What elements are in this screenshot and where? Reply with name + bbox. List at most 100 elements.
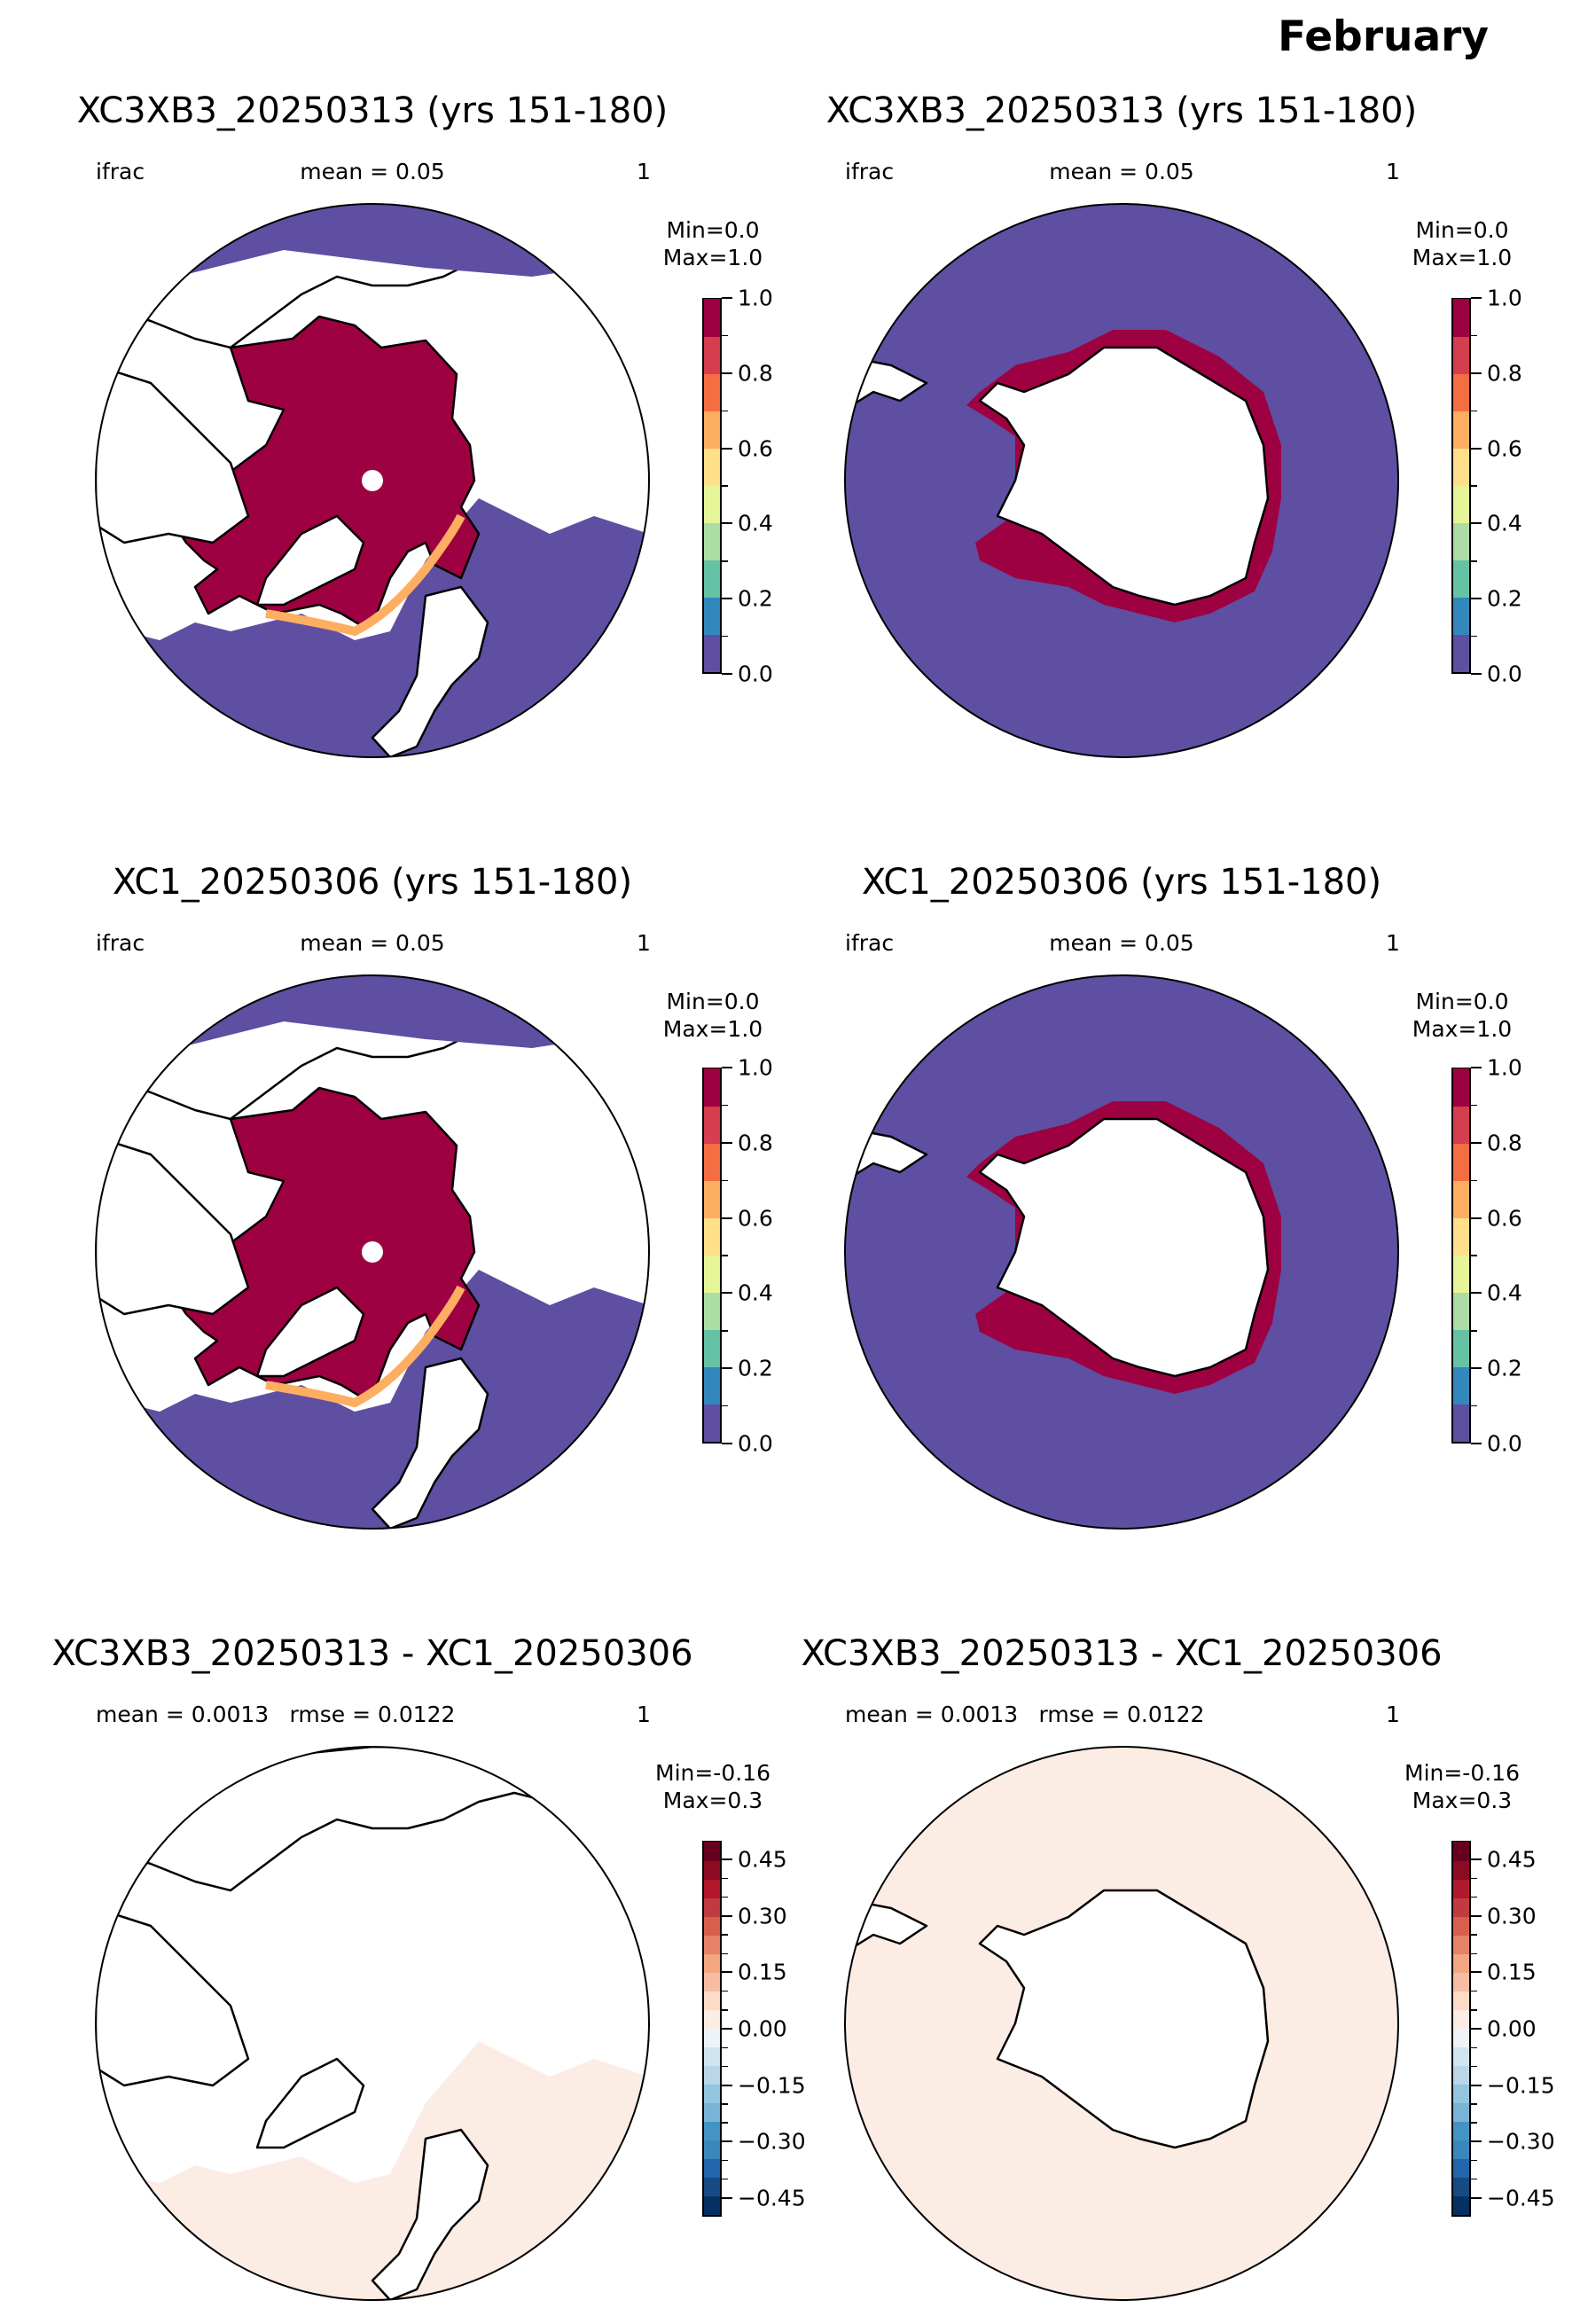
colorbar-segment <box>704 1991 720 2010</box>
pole-hole <box>362 470 383 491</box>
panel-sub-right-label: 1 <box>637 159 651 184</box>
colorbar-minor-tick <box>1471 1330 1477 1332</box>
colorbar-minor-tick <box>722 485 728 487</box>
min-label: Min=0.0 <box>666 217 760 243</box>
colorbar-segment <box>1453 448 1469 486</box>
colorbar-minor-tick <box>722 1104 728 1107</box>
colorbar-tick-label: 1.0 <box>738 285 773 311</box>
max-label: Max=1.0 <box>1412 1016 1513 1042</box>
colorbar-segment <box>704 2121 720 2140</box>
colorbar-segment <box>704 1068 720 1107</box>
colorbar-segment <box>704 448 720 486</box>
colorbar <box>702 298 722 674</box>
colorbar-tick-label: 1.0 <box>1487 285 1522 311</box>
colorbar-tick-label: 0.2 <box>738 1355 773 1381</box>
pole-hole <box>362 1241 383 1263</box>
figure-title: February <box>1278 12 1489 61</box>
panel-sub-left-label: ifrac <box>96 930 145 956</box>
colorbar-segment <box>1453 1879 1469 1898</box>
colorbar-segment <box>1453 2028 1469 2047</box>
colorbar-minor-tick <box>722 1896 728 1898</box>
colorbar-segment <box>1453 1143 1469 1181</box>
max-label: Max=1.0 <box>1412 245 1513 270</box>
colorbar-tick <box>722 2196 732 2199</box>
colorbar-tick <box>722 598 732 600</box>
colorbar-tick-label: −0.30 <box>1487 2128 1555 2155</box>
north-polar-map <box>95 203 650 758</box>
colorbar-tick <box>722 1217 732 1219</box>
panel-sub-left-label: mean = 0.0013 <box>845 1702 1019 1727</box>
south-polar-map <box>844 1746 1399 2301</box>
panel-sub-right-label: 1 <box>1386 1702 1400 1727</box>
colorbar-tick <box>722 2028 732 2030</box>
colorbar-tick <box>1471 1067 1482 1068</box>
colorbar-segment <box>1453 1842 1469 1861</box>
panel-sub-left-label: mean = 0.0013 <box>96 1702 270 1727</box>
colorbar-segment <box>1453 2158 1469 2178</box>
colorbar-tick-label: 0.0 <box>738 1430 773 1457</box>
colorbar-minor-tick <box>722 1952 728 1954</box>
colorbar-segment <box>1453 1180 1469 1218</box>
colorbar-segment <box>704 2028 720 2047</box>
colorbar-minor-tick <box>1471 1896 1477 1898</box>
colorbar-tick-label: −0.15 <box>1487 2072 1555 2099</box>
colorbar-segment <box>1453 1329 1469 1367</box>
colorbar-tick-label: 0.30 <box>1487 1903 1537 1929</box>
colorbar-tick-label: 0.4 <box>738 1279 773 1306</box>
colorbar-tick-label: 0.2 <box>738 585 773 612</box>
colorbar-tick <box>1471 1858 1482 1861</box>
colorbar <box>1451 1068 1471 1444</box>
colorbar-minor-tick <box>722 635 728 638</box>
colorbar-tick-label: 0.8 <box>1487 1130 1522 1156</box>
colorbar-minor-tick <box>722 2178 728 2180</box>
colorbar-segment <box>704 2177 720 2196</box>
colorbar-tick-label: 0.6 <box>1487 1205 1522 1232</box>
min-label: Min=0.0 <box>666 989 760 1014</box>
colorbar-tick-label: 0.4 <box>738 510 773 536</box>
colorbar-minor-tick <box>722 1330 728 1332</box>
colorbar-segment <box>704 2102 720 2122</box>
colorbar-segment <box>704 2046 720 2066</box>
colorbar-segment <box>1453 559 1469 598</box>
colorbar-segment <box>1453 1991 1469 2010</box>
colorbar-segment <box>704 1953 720 1973</box>
colorbar-minor-tick <box>1471 1255 1477 1256</box>
colorbar-tick-label: 0.6 <box>1487 435 1522 462</box>
colorbar-segment <box>1453 1292 1469 1330</box>
colorbar-segment <box>1453 373 1469 411</box>
colorbar-segment <box>1453 299 1469 337</box>
panel-title: XC3XB3_20250313 - XC1_20250306 <box>51 1633 693 1674</box>
min-label: Min=-0.16 <box>1404 1760 1520 1786</box>
panel-sub-right-label: 1 <box>637 930 651 956</box>
colorbar-segment <box>704 634 720 672</box>
colorbar-minor-tick <box>1471 2122 1477 2124</box>
panel-sub-right-label: 1 <box>1386 159 1400 184</box>
min-label: Min=-0.16 <box>655 1760 770 1786</box>
colorbar-tick <box>722 297 732 299</box>
panel-min-max: Min=0.0 Max=1.0 <box>624 216 802 271</box>
colorbar-minor-tick <box>722 1934 728 1936</box>
colorbar-segment <box>1453 1366 1469 1405</box>
colorbar-tick <box>1471 1217 1482 1219</box>
colorbar-minor-tick <box>722 1179 728 1181</box>
colorbar-segment <box>704 559 720 598</box>
panel-title: XC3XB3_20250313 (yrs 151-180) <box>825 90 1418 131</box>
pole-hole <box>362 2013 383 2034</box>
colorbar <box>702 1841 722 2217</box>
colorbar-tick <box>1471 2196 1482 2199</box>
colorbar-minor-tick <box>1471 2178 1477 2180</box>
colorbar-tick-label: 1.0 <box>1487 1054 1522 1081</box>
panel-min-max: Min=0.0 Max=1.0 <box>1373 216 1551 271</box>
colorbar-tick <box>722 1141 732 1144</box>
colorbar-tick-label: 0.15 <box>1487 1959 1537 1985</box>
colorbar-minor-tick <box>1471 2065 1477 2068</box>
colorbar-segment <box>704 485 720 523</box>
panel-sub-left-label: ifrac <box>96 159 145 184</box>
colorbar-tick-label: 0.0 <box>1487 1430 1522 1457</box>
colorbar-segment <box>704 1879 720 1898</box>
colorbar-segment <box>704 1366 720 1405</box>
colorbar-segment <box>1453 522 1469 560</box>
colorbar-segment <box>1453 1404 1469 1442</box>
colorbar-segment <box>1453 2009 1469 2029</box>
colorbar-tick <box>722 1971 732 1974</box>
